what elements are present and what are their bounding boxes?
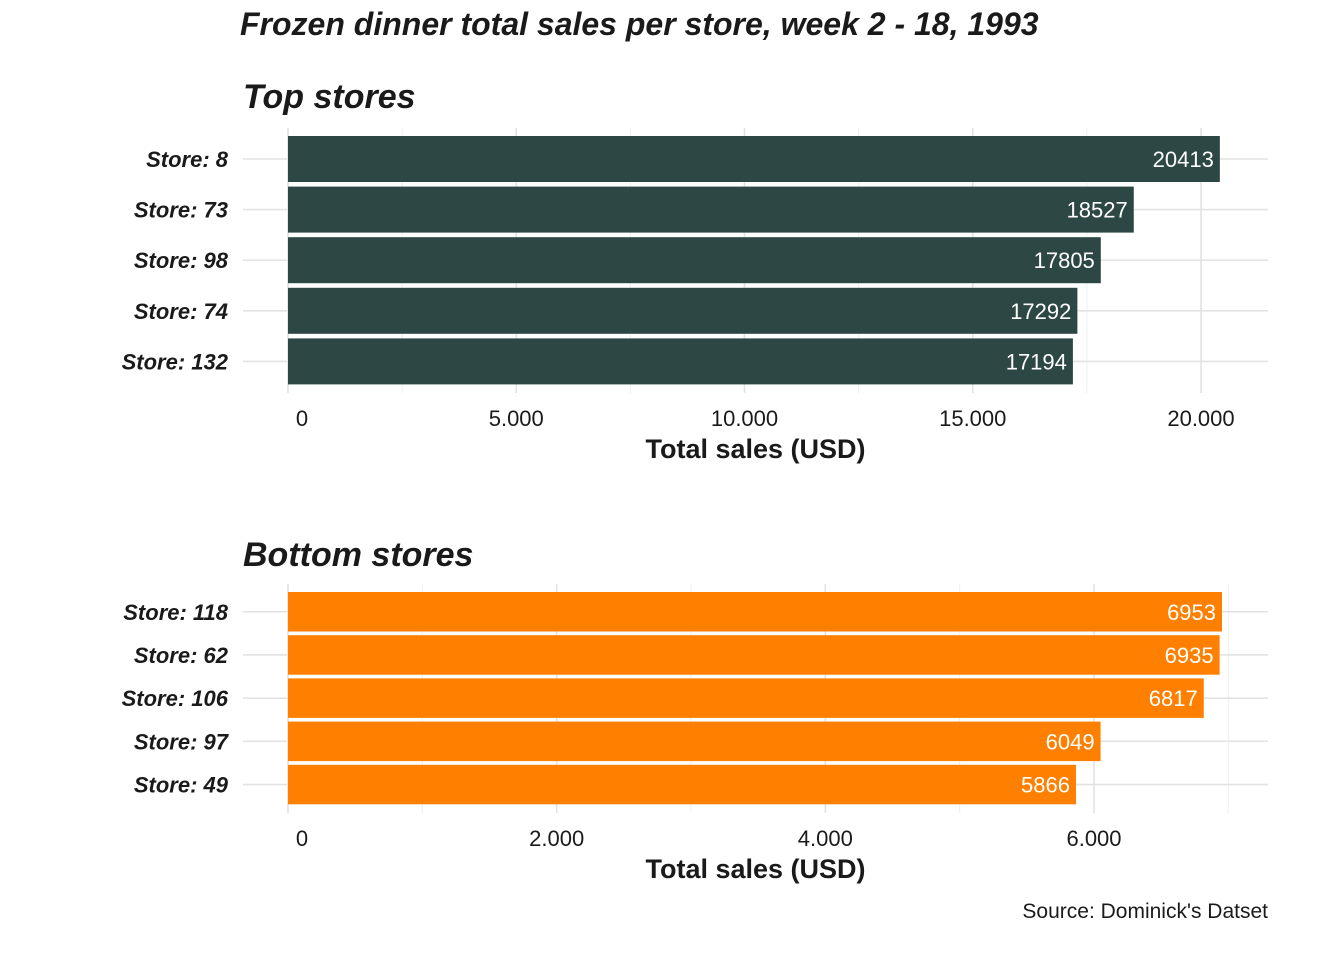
bar	[288, 287, 1078, 334]
category-label: Store: 49	[134, 773, 229, 798]
bar	[288, 721, 1101, 762]
bar-value-label: 18527	[1067, 198, 1128, 223]
category-label: Store: 98	[134, 248, 229, 273]
panel-title: Top stores	[243, 78, 416, 116]
category-label: Store: 62	[134, 643, 229, 668]
category-label: Store: 73	[134, 198, 228, 223]
chart-panels: Top stores 20413 Store: 8 18527 Store: 73 178…	[122, 78, 1268, 884]
bar-value-label: 20413	[1153, 147, 1214, 172]
category-label: Store: 132	[122, 349, 229, 374]
x-axis-title: Total sales (USD)	[645, 854, 865, 884]
bar	[288, 764, 1076, 805]
x-tick-label: 4.000	[798, 826, 853, 851]
bar-value-label: 6817	[1149, 686, 1198, 711]
x-tick-label: 5.000	[489, 406, 544, 431]
bar	[288, 136, 1220, 182]
x-tick-label: 10.000	[711, 406, 778, 431]
bar-value-label: 5866	[1021, 773, 1070, 798]
panel-bottom-stores: Bottom stores 6953 Store: 118 6935 Store: 62…	[122, 536, 1268, 884]
bar	[288, 186, 1134, 233]
bar	[288, 592, 1223, 632]
bar-value-label: 17805	[1034, 248, 1095, 273]
x-tick-label: 15.000	[939, 406, 1006, 431]
bar	[288, 237, 1101, 284]
bar-value-label: 6049	[1046, 729, 1095, 754]
x-axis-title: Total sales (USD)	[645, 434, 865, 464]
bar-value-label: 6935	[1165, 643, 1214, 668]
category-label: Store: 118	[123, 600, 229, 625]
x-tick-label: 6.000	[1066, 826, 1121, 851]
panel-title: Bottom stores	[243, 536, 473, 574]
category-label: Store: 106	[122, 686, 229, 711]
x-tick-label: 0	[296, 406, 308, 431]
x-tick-label: 20.000	[1167, 406, 1234, 431]
x-tick-label: 0	[296, 826, 308, 851]
chart-caption: Source: Dominick's Datset	[1022, 900, 1268, 923]
bar-value-label: 6953	[1167, 600, 1216, 625]
category-label: Store: 74	[134, 299, 228, 324]
bar	[288, 635, 1220, 675]
bar-value-label: 17194	[1006, 349, 1067, 374]
panel-top-stores: Top stores 20413 Store: 8 18527 Store: 73 178…	[122, 78, 1268, 464]
x-tick-label: 2.000	[529, 826, 584, 851]
chart-main-title: Frozen dinner total sales per store, wee…	[240, 6, 1039, 42]
category-label: Store: 97	[134, 729, 230, 754]
category-label: Store: 8	[146, 147, 229, 172]
bar-value-label: 17292	[1010, 299, 1071, 324]
bar	[288, 678, 1204, 718]
bar	[288, 338, 1073, 385]
